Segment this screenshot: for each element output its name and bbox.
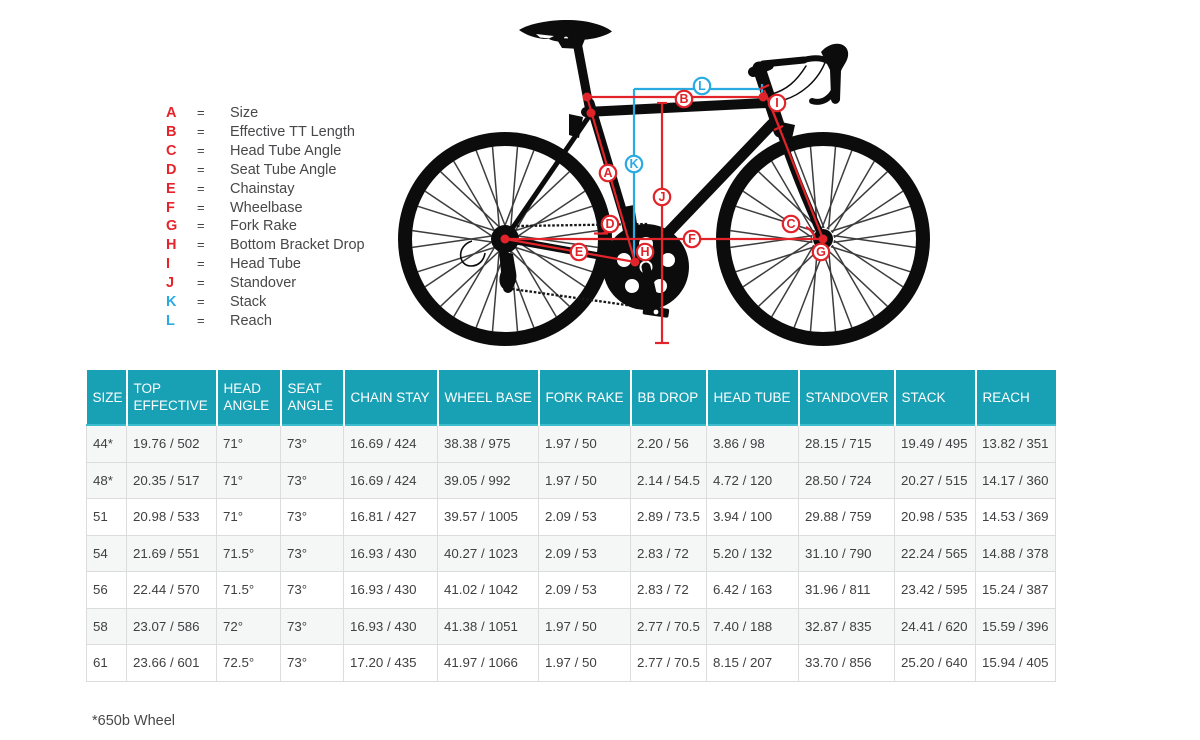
svg-text:B: B (679, 92, 688, 106)
svg-text:E: E (575, 245, 583, 259)
svg-text:I: I (775, 96, 778, 110)
svg-text:J: J (659, 190, 666, 204)
svg-text:K: K (629, 157, 638, 171)
svg-text:G: G (816, 245, 826, 259)
svg-text:L: L (698, 79, 706, 93)
svg-text:D: D (605, 217, 614, 231)
svg-text:A: A (603, 166, 612, 180)
svg-text:H: H (640, 245, 649, 259)
svg-text:F: F (688, 232, 696, 246)
svg-text:C: C (786, 217, 795, 231)
